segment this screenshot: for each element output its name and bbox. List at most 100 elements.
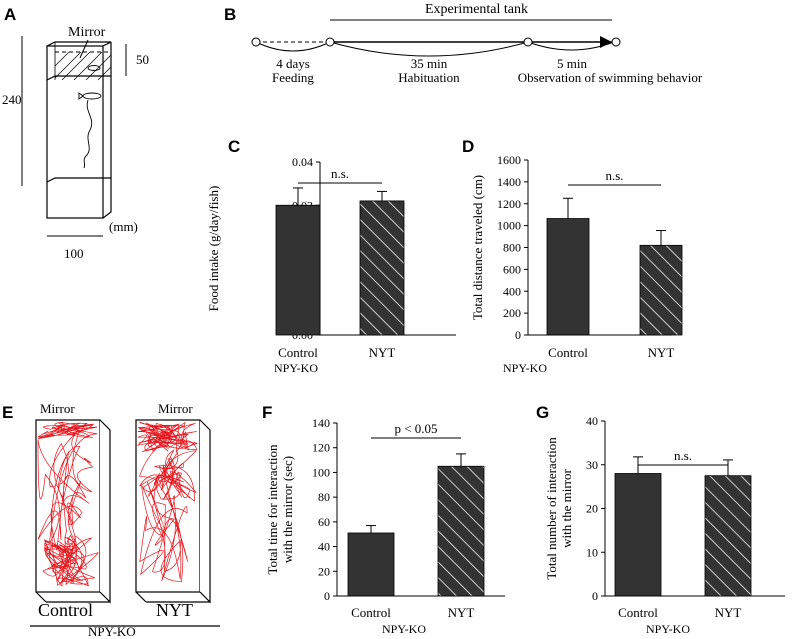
mirror-zone-boundary [46, 75, 111, 81]
step-1-duration: 4 days [276, 56, 310, 71]
category-label: NYT [448, 605, 475, 620]
mirror-label-nyt: Mirror [158, 401, 193, 416]
category-label: NYT [648, 345, 675, 360]
bar-control [347, 532, 395, 597]
y-tick-label: 600 [503, 262, 521, 276]
category-label: Control [548, 345, 588, 360]
y-tick-label: 30 [586, 458, 598, 472]
y-axis-label: Total number of interaction [544, 437, 559, 580]
y-tick-label: 10 [586, 545, 598, 559]
significance-label: p < 0.05 [394, 421, 437, 436]
y-tick-label: 1200 [497, 197, 521, 211]
swim-track-nyt [136, 421, 198, 583]
x-axis-label: NPY-KO [274, 361, 318, 375]
timeline-node-1 [325, 37, 335, 47]
category-label: Control [618, 605, 658, 620]
label-control: Control [38, 600, 93, 620]
step-3-duration: 5 min [557, 56, 587, 71]
bar-control [546, 218, 590, 336]
y-tick-label: 1000 [497, 219, 521, 233]
significance-label: n.s. [605, 168, 623, 183]
fish-icon [78, 65, 102, 169]
y-tick-label: 800 [503, 241, 521, 255]
y-tick-label: 40 [318, 540, 330, 554]
habituation-arc [329, 41, 529, 57]
dim-height: 240 [2, 92, 22, 107]
tank-bottom-block [46, 177, 111, 183]
panel-a: A Mirror 240 50 [2, 5, 149, 261]
swim-path [136, 421, 198, 583]
category-label: NYT [369, 345, 396, 360]
y-tick-label: 80 [318, 490, 330, 504]
panel-letter-b: B [224, 5, 236, 24]
panel-e: Mirror Mirror Control NYT NPY-KO [30, 401, 220, 639]
panel-letter-g: G [536, 403, 549, 422]
tank-label: Experimental tank [425, 2, 528, 17]
step-2-duration: 35 min [411, 56, 448, 71]
bar-control [275, 204, 321, 336]
tank-side [102, 42, 112, 219]
chart-distance: 0 200 400 600 800 1000 1200 1400 1600 Total dista… [470, 153, 683, 375]
dim-width: 100 [64, 246, 84, 261]
swim-track-control [37, 422, 99, 587]
label-nyt: NYT [156, 600, 193, 620]
timeline-node-2 [523, 37, 533, 47]
y-axis-label: with the mirror [559, 468, 574, 547]
bar-nyt [359, 200, 405, 336]
panel-letter-d: D [462, 137, 474, 156]
panel-letter-f: F [262, 403, 272, 422]
y-tick-label: 1600 [497, 153, 521, 167]
y-tick-label: 20 [586, 502, 598, 516]
category-label: Control [351, 605, 391, 620]
bar-nyt [437, 465, 485, 597]
y-tick-label: 200 [503, 306, 521, 320]
panel-b: B Experimental tank 4 days Feeding 35 mi… [224, 2, 703, 85]
y-tick-label: 20 [318, 564, 330, 578]
significance-label: n.s. [331, 166, 349, 181]
feeding-arc [255, 41, 331, 52]
group-label: NPY-KO [88, 624, 136, 639]
category-label: NYT [715, 605, 742, 620]
x-axis-label: NPY-KO [503, 361, 547, 375]
chart-mirror-count: 0 10 20 30 40 Total number of interaction with… [544, 414, 785, 636]
mirror-label-control: Mirror [40, 401, 75, 416]
y-tick-label: 100 [312, 465, 330, 479]
y-tick-label: 1400 [497, 175, 521, 189]
timeline-node-start [251, 37, 261, 47]
step-2-label: Habituation [398, 70, 460, 85]
bar-nyt [704, 475, 752, 597]
x-axis-label: NPY-KO [382, 622, 426, 636]
bar-control [614, 473, 662, 597]
y-tick-label: 0 [324, 589, 330, 603]
panel-letter-c: C [228, 137, 240, 156]
arrow-head-icon [600, 36, 612, 48]
chart-mirror-time: 0 20 40 60 80 100 120 140 Total time for interac… [265, 416, 505, 636]
timeline-node-end [611, 37, 621, 47]
y-axis-label: Food intake (g/day/fish) [206, 186, 221, 312]
y-tick-label: 60 [318, 515, 330, 529]
y-tick-label: 0 [515, 328, 521, 342]
bar-nyt [639, 244, 683, 336]
tank-front-face [46, 45, 104, 219]
step-1-label: Feeding [272, 70, 314, 85]
x-axis-label: NPY-KO [646, 622, 690, 636]
y-tick-label: 400 [503, 284, 521, 298]
y-axis-label: Total distance traveled (cm) [470, 175, 485, 320]
significance-label: n.s. [674, 448, 692, 463]
swim-path [37, 422, 99, 587]
y-tick-label: 120 [312, 441, 330, 455]
dim-mirror-zone: 50 [136, 52, 149, 67]
y-tick-label: 0.04 [292, 155, 313, 169]
y-axis-label: Total time for interaction [265, 444, 280, 575]
mirror-label: Mirror [68, 25, 106, 40]
tank-top [46, 41, 112, 47]
mirror-pointer [79, 39, 89, 59]
y-tick-label: 40 [586, 414, 598, 428]
y-axis-label: with the mirror (sec) [280, 456, 295, 563]
step-3-label: Observation of swimming behavior [518, 70, 703, 85]
y-tick-label: 140 [312, 416, 330, 430]
panel-letter-a: A [4, 5, 16, 24]
